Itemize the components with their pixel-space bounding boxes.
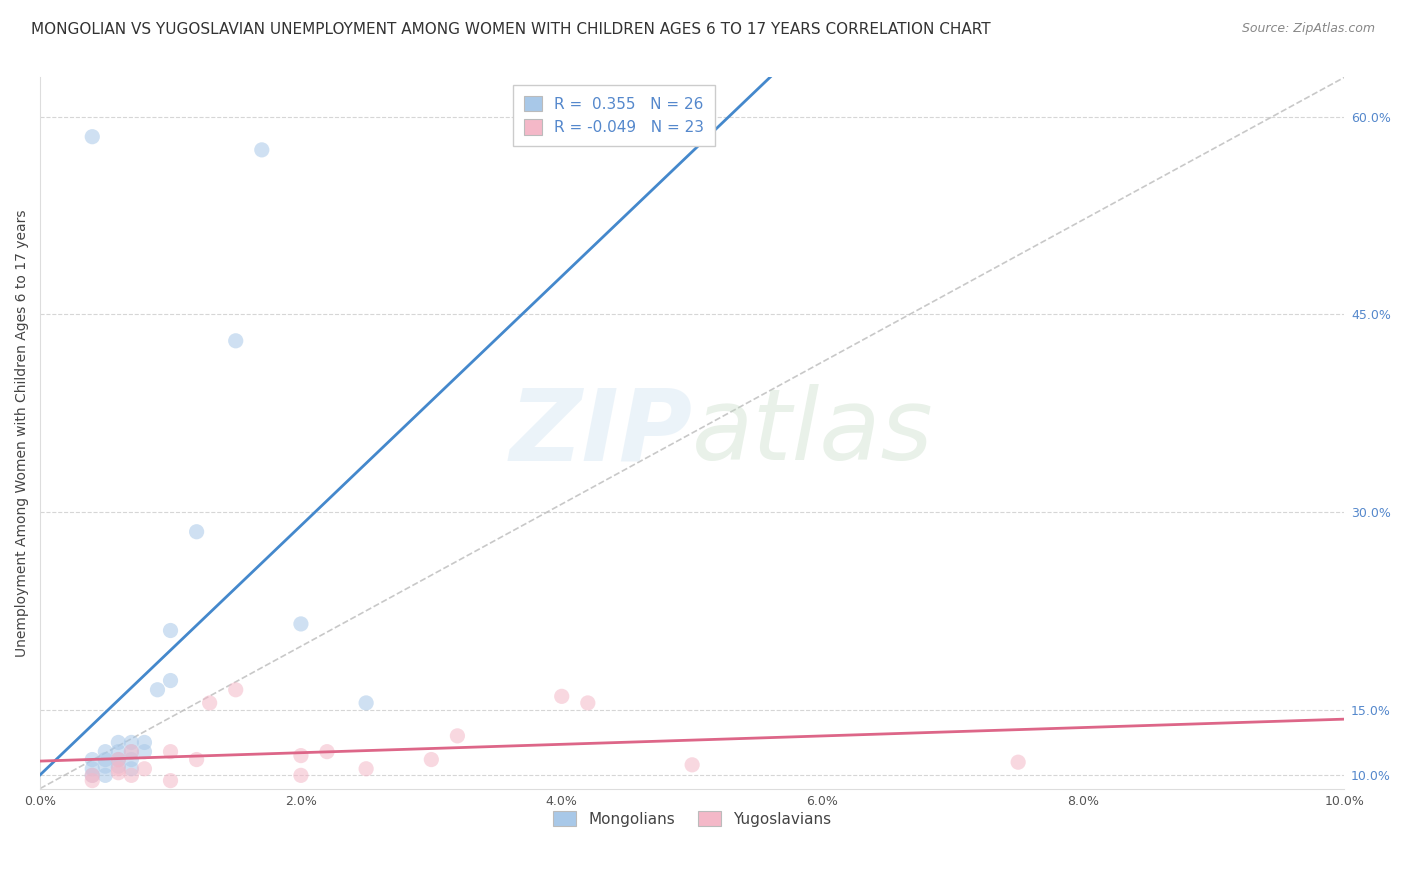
Text: Source: ZipAtlas.com: Source: ZipAtlas.com bbox=[1241, 22, 1375, 36]
Point bbox=[107, 759, 129, 773]
Point bbox=[134, 762, 156, 776]
Point bbox=[316, 745, 339, 759]
Point bbox=[120, 745, 142, 759]
Point bbox=[576, 696, 599, 710]
Point bbox=[94, 768, 117, 782]
Point bbox=[446, 729, 468, 743]
Point bbox=[551, 690, 574, 704]
Point bbox=[354, 696, 377, 710]
Point bbox=[107, 762, 129, 776]
Point bbox=[107, 765, 129, 780]
Point bbox=[290, 748, 312, 763]
Point bbox=[120, 745, 142, 759]
Point bbox=[120, 735, 142, 749]
Point bbox=[159, 624, 181, 638]
Point bbox=[82, 762, 104, 776]
Point bbox=[134, 745, 156, 759]
Point bbox=[146, 682, 169, 697]
Point bbox=[225, 334, 247, 348]
Point bbox=[159, 673, 181, 688]
Point bbox=[420, 753, 443, 767]
Point bbox=[354, 762, 377, 776]
Point bbox=[134, 735, 156, 749]
Point bbox=[94, 753, 117, 767]
Point bbox=[120, 768, 142, 782]
Legend: Mongolians, Yugoslavians: Mongolians, Yugoslavians bbox=[546, 803, 839, 834]
Text: atlas: atlas bbox=[692, 384, 934, 482]
Point bbox=[82, 753, 104, 767]
Point bbox=[120, 762, 142, 776]
Point bbox=[159, 773, 181, 788]
Point bbox=[186, 753, 208, 767]
Point bbox=[250, 143, 273, 157]
Point bbox=[94, 745, 117, 759]
Point bbox=[82, 129, 104, 144]
Point bbox=[159, 745, 181, 759]
Point bbox=[107, 735, 129, 749]
Point bbox=[198, 696, 221, 710]
Point bbox=[290, 768, 312, 782]
Point bbox=[120, 753, 142, 767]
Point bbox=[107, 753, 129, 767]
Point bbox=[681, 757, 703, 772]
Point bbox=[82, 773, 104, 788]
Point bbox=[107, 753, 129, 767]
Point bbox=[290, 616, 312, 631]
Point bbox=[94, 759, 117, 773]
Point bbox=[186, 524, 208, 539]
Point bbox=[225, 682, 247, 697]
Point bbox=[82, 768, 104, 782]
Point bbox=[1007, 755, 1029, 769]
Text: ZIP: ZIP bbox=[509, 384, 692, 482]
Text: MONGOLIAN VS YUGOSLAVIAN UNEMPLOYMENT AMONG WOMEN WITH CHILDREN AGES 6 TO 17 YEA: MONGOLIAN VS YUGOSLAVIAN UNEMPLOYMENT AM… bbox=[31, 22, 991, 37]
Y-axis label: Unemployment Among Women with Children Ages 6 to 17 years: Unemployment Among Women with Children A… bbox=[15, 210, 30, 657]
Point bbox=[82, 768, 104, 782]
Point bbox=[107, 745, 129, 759]
